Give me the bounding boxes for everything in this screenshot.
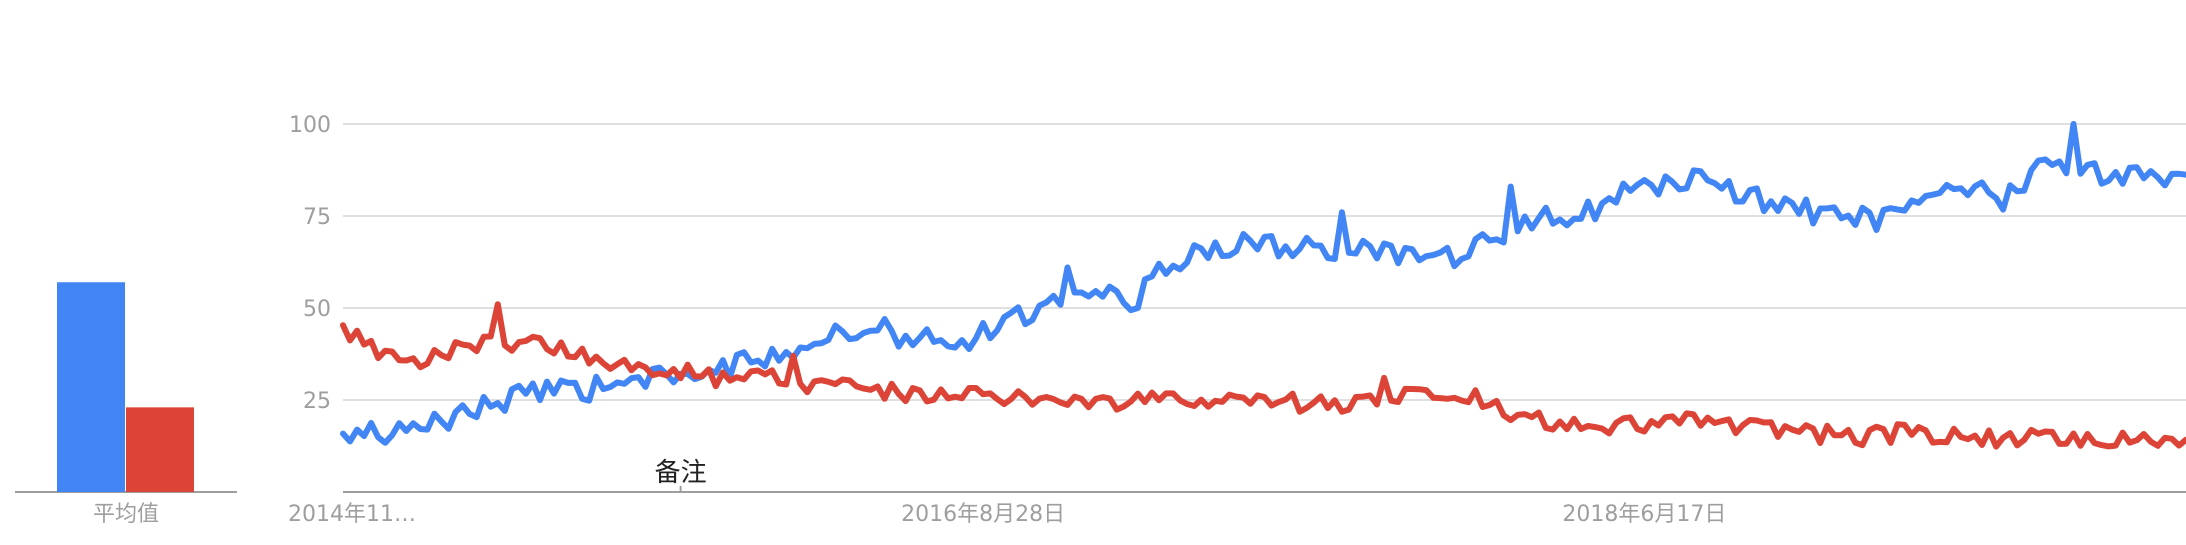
x-tick-label-2: 2018年6月17日	[1562, 502, 1726, 527]
series-layer	[340, 121, 2186, 450]
annotation: 备注	[655, 458, 707, 492]
annotation-label[interactable]: 备注	[655, 458, 707, 488]
average-bar-1[interactable]	[57, 282, 125, 492]
y-tick-label-100: 100	[289, 113, 331, 138]
x-tick-labels: 2014年11… 2016年8月28日 2018年6月17日	[288, 502, 1726, 527]
x-tick-label-1: 2016年8月28日	[901, 502, 1065, 527]
y-tick-label-75: 75	[303, 205, 331, 230]
y-tick-label-50: 50	[303, 297, 331, 322]
y-tick-labels: 25 50 75 100	[289, 113, 331, 414]
average-bar-2[interactable]	[126, 407, 194, 492]
y-tick-label-25: 25	[303, 389, 331, 414]
series-line-2[interactable]	[340, 301, 2186, 450]
average-panel: 平均值	[15, 282, 237, 527]
x-tick-label-0: 2014年11…	[288, 502, 416, 527]
average-label: 平均值	[93, 502, 159, 527]
